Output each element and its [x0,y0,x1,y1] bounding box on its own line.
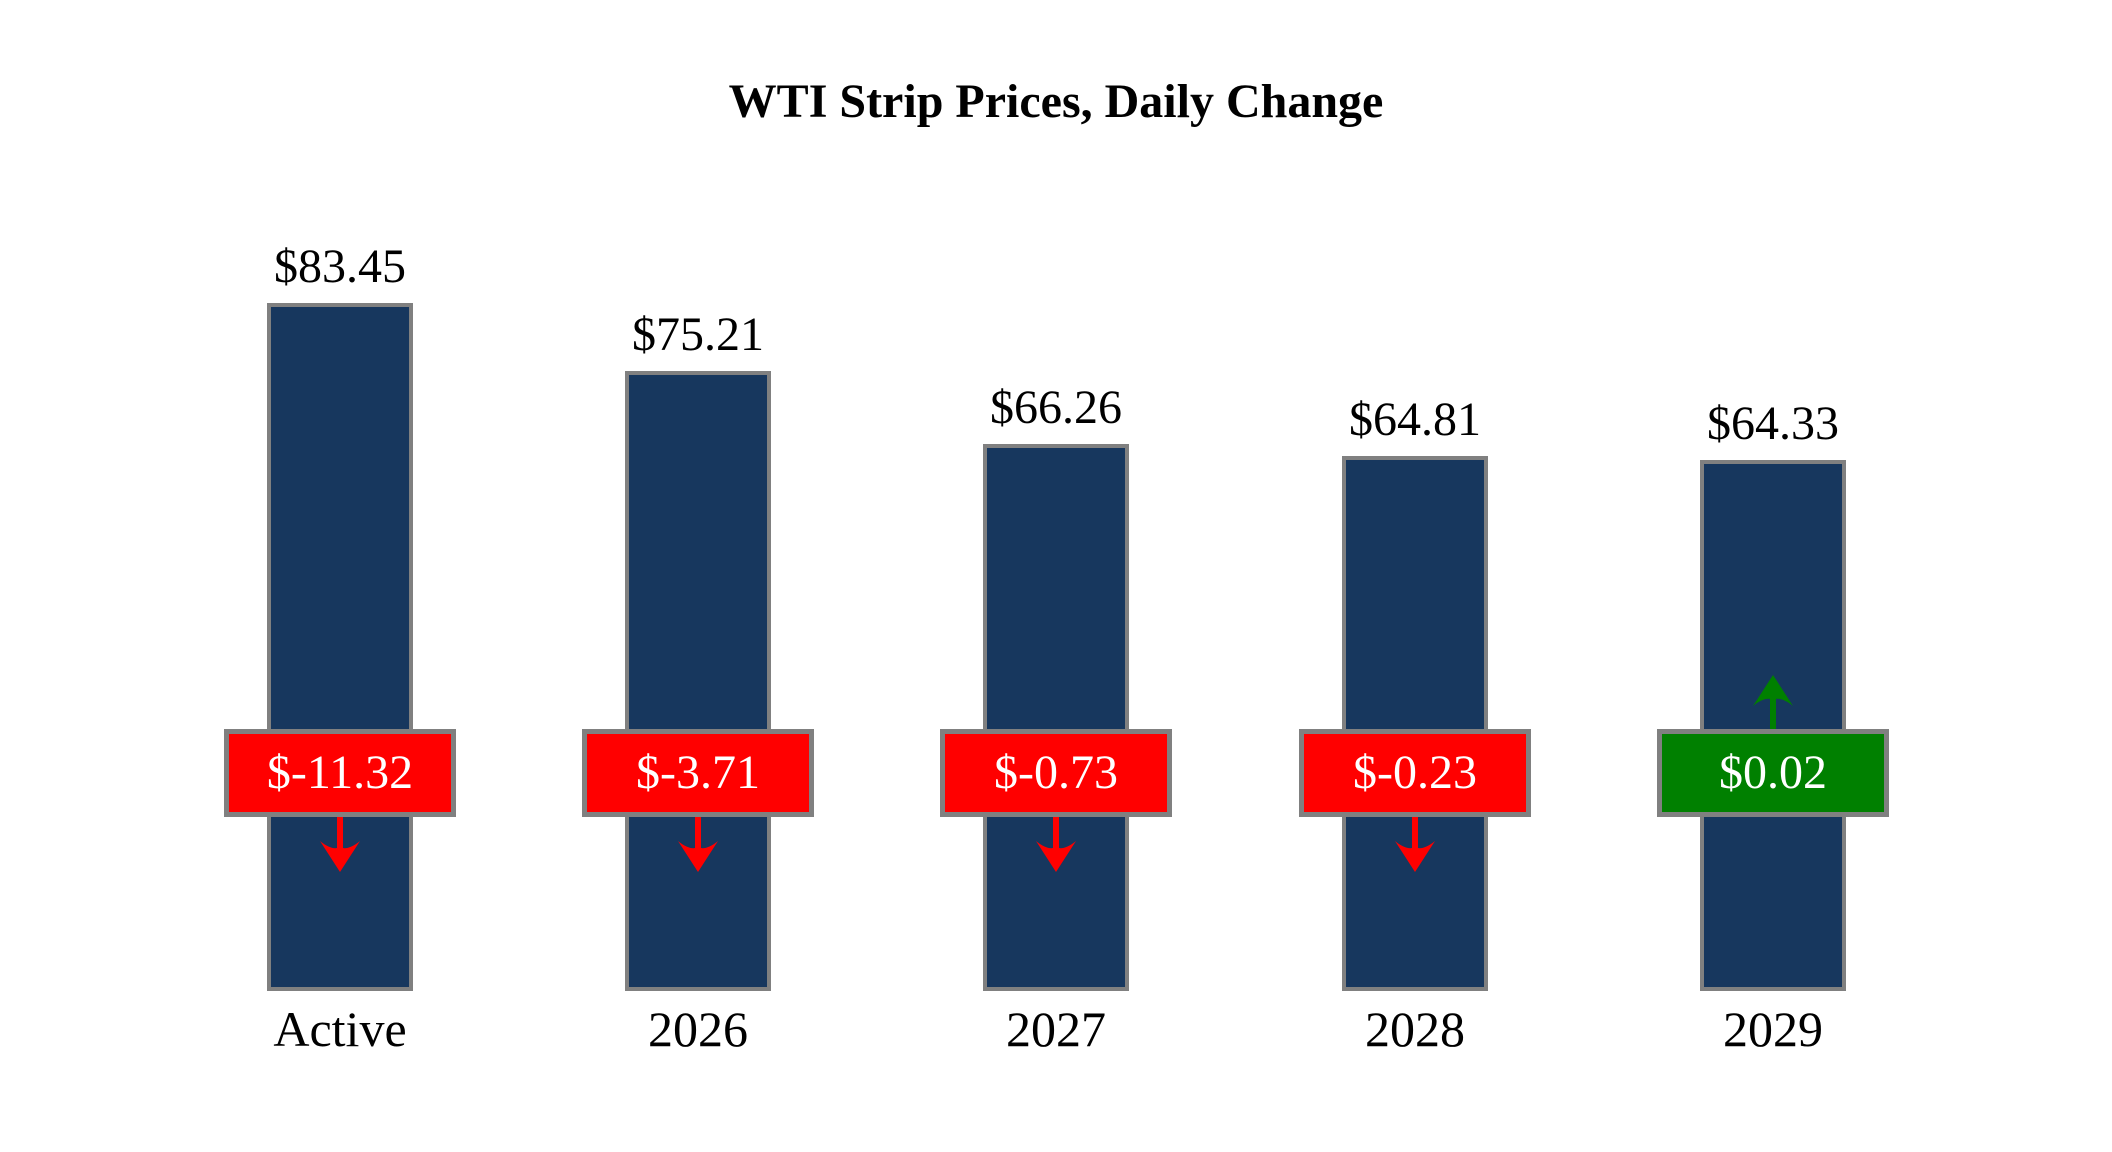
category-label: 2029 [1723,1001,1823,1057]
category-label: 2026 [648,1001,748,1057]
price-bar [1342,456,1488,991]
chart-title: WTI Strip Prices, Daily Change [728,75,1384,128]
change-badge: $-0.73 [940,729,1172,817]
value-label: $75.21 [632,308,764,361]
category-label: 2028 [1365,1001,1465,1057]
down-arrow-icon [320,816,360,872]
price-bar [625,371,771,991]
category-label: Active [273,1001,407,1057]
down-arrow-icon [678,816,718,872]
up-arrow-icon [1753,675,1793,731]
value-label: $83.45 [274,240,406,293]
price-bar [267,303,413,991]
down-arrow-icon [1395,816,1435,872]
value-label: $64.33 [1707,397,1839,450]
change-badge: $-3.71 [582,729,814,817]
price-bar [983,444,1129,991]
change-badge: $-0.23 [1299,729,1531,817]
category-label: 2027 [1006,1001,1106,1057]
value-label: $64.81 [1349,393,1481,446]
change-badge: $-11.32 [224,729,456,817]
change-badge: $0.02 [1657,729,1889,817]
down-arrow-icon [1036,816,1076,872]
value-label: $66.26 [990,381,1122,434]
